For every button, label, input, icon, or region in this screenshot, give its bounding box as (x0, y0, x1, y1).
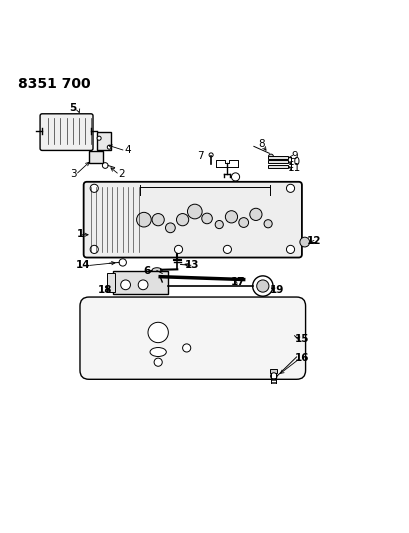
Text: 7: 7 (196, 151, 203, 161)
Circle shape (182, 344, 190, 352)
Circle shape (270, 373, 276, 379)
Circle shape (174, 245, 182, 254)
Text: 11: 11 (287, 163, 301, 173)
Ellipse shape (151, 268, 162, 273)
Text: 8: 8 (257, 139, 264, 149)
Circle shape (165, 223, 175, 233)
Circle shape (138, 280, 148, 290)
Bar (270, 369, 277, 373)
Circle shape (223, 245, 231, 254)
Circle shape (299, 237, 309, 247)
Circle shape (231, 173, 239, 181)
Circle shape (215, 221, 223, 229)
FancyBboxPatch shape (80, 297, 305, 379)
Text: 5: 5 (69, 103, 76, 112)
Bar (267, 165, 288, 168)
Text: 4: 4 (124, 144, 130, 155)
Bar (267, 156, 288, 159)
Text: 3: 3 (70, 168, 77, 179)
Circle shape (238, 217, 248, 228)
Text: 2: 2 (118, 168, 124, 179)
Circle shape (268, 154, 273, 159)
Text: 17: 17 (231, 277, 245, 287)
Text: 8351 700: 8351 700 (18, 77, 90, 91)
Bar (89, 151, 103, 163)
Circle shape (252, 276, 272, 296)
Circle shape (286, 245, 294, 254)
Text: 13: 13 (184, 260, 199, 270)
Circle shape (90, 184, 98, 192)
Circle shape (249, 208, 261, 221)
Text: 10: 10 (288, 157, 301, 167)
Circle shape (102, 163, 108, 168)
Text: 14: 14 (75, 260, 90, 270)
Circle shape (187, 204, 202, 219)
Circle shape (256, 280, 268, 292)
Text: 6: 6 (143, 266, 151, 277)
FancyBboxPatch shape (83, 182, 301, 257)
Bar (97, 132, 111, 150)
Text: 1: 1 (77, 229, 84, 239)
FancyBboxPatch shape (40, 114, 93, 150)
Circle shape (120, 280, 130, 290)
Text: 19: 19 (270, 285, 284, 295)
Text: 15: 15 (294, 334, 308, 344)
Circle shape (209, 153, 213, 157)
Circle shape (286, 184, 294, 192)
Text: 12: 12 (306, 236, 321, 246)
Text: 9: 9 (290, 151, 297, 161)
Text: 16: 16 (294, 353, 308, 363)
Circle shape (176, 214, 188, 226)
Bar (267, 160, 288, 164)
Circle shape (119, 259, 126, 266)
Circle shape (136, 212, 151, 227)
Circle shape (201, 213, 212, 224)
Circle shape (148, 322, 168, 343)
Circle shape (154, 358, 162, 366)
Text: 18: 18 (98, 285, 112, 295)
Bar (107, 273, 115, 292)
Circle shape (90, 245, 98, 254)
Circle shape (97, 136, 101, 140)
Circle shape (263, 220, 272, 228)
Ellipse shape (150, 348, 166, 357)
Circle shape (107, 145, 111, 149)
Circle shape (152, 214, 164, 226)
Bar (113, 271, 168, 294)
Circle shape (225, 211, 237, 223)
